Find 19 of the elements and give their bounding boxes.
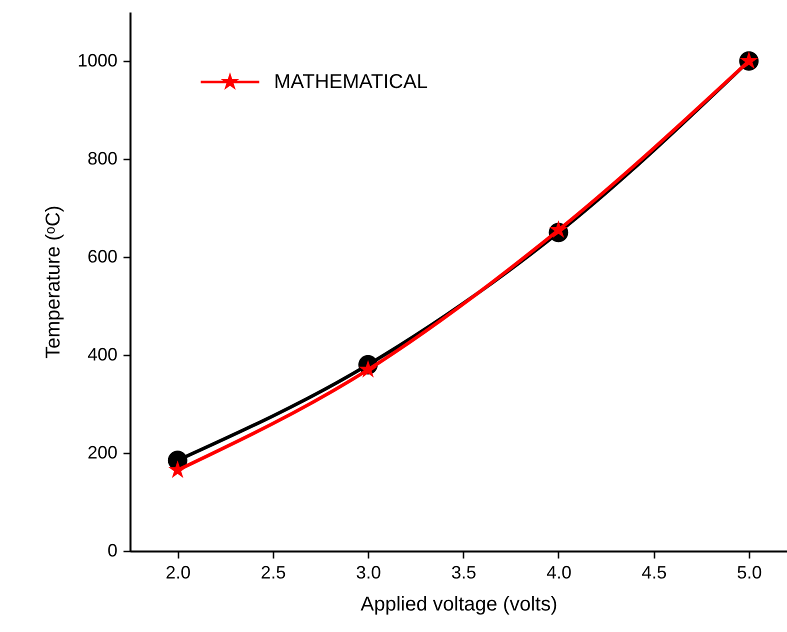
x-tick-label: 4.0: [546, 562, 572, 582]
y-tick-label: 1000: [77, 50, 118, 70]
x-tick-label: 2.0: [166, 562, 191, 582]
x-tick-label: 5.0: [736, 562, 762, 582]
x-tick-label: 2.5: [260, 562, 286, 582]
point: [549, 220, 568, 238]
y-axis-title: Temperature (ᵒC): [42, 205, 64, 359]
x-tick-label: 3.5: [451, 562, 476, 582]
point: [358, 360, 378, 378]
y-tick-label: 200: [87, 442, 118, 462]
x-tick-label: 3.0: [356, 562, 382, 582]
legend-label: MATHEMATICAL: [274, 71, 428, 93]
y-tick-label: 400: [87, 344, 118, 364]
x-tick-label: 4.5: [642, 562, 667, 582]
point: [168, 460, 187, 478]
y-tick-label: 800: [87, 148, 118, 168]
y-tick-label: 0: [107, 540, 118, 560]
x-axis-title: Applied voltage (volts): [360, 594, 558, 616]
y-tick-label: 600: [87, 246, 118, 266]
